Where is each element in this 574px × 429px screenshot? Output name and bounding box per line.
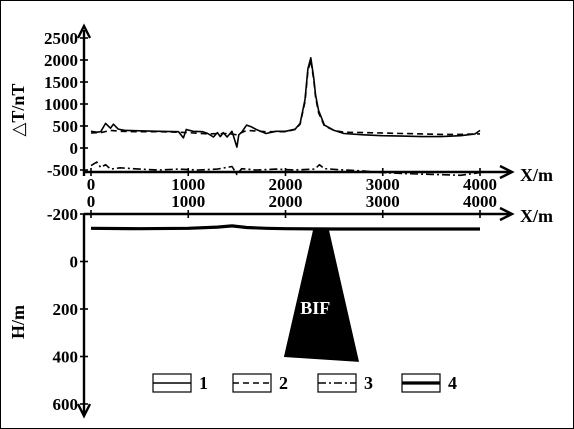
- bif-label: BIF: [300, 298, 330, 318]
- series-1-line: [90, 56, 481, 148]
- top-y-tick-label: -500: [47, 161, 78, 180]
- top-y-axis-title: △T/nT: [8, 84, 28, 137]
- bottom-x-tick-label: 0: [87, 192, 96, 211]
- bottom-y-tick-label: 600: [53, 395, 79, 414]
- depth-section-plot: 0 1000 2000 3000 4000 X/m -200 0 200 400 600 H/m BIF: [8, 192, 553, 419]
- legend-label-1: 1: [199, 373, 208, 393]
- bottom-x-tick-label: 1000: [171, 192, 205, 211]
- top-y-axis-arrow: [76, 23, 92, 39]
- bottom-x-tick-label: 4000: [463, 192, 497, 211]
- bottom-x-axis-title: X/m: [520, 206, 553, 226]
- bottom-x-tick-label: 3000: [366, 192, 400, 211]
- bottom-y-tick-label: 200: [53, 300, 79, 319]
- bottom-x-tick-label: 2000: [269, 192, 303, 211]
- top-y-tick-label: 1000: [44, 95, 78, 114]
- legend-label-3: 3: [364, 373, 373, 393]
- bottom-y-tick-label: 400: [53, 348, 79, 367]
- top-x-axis-arrow: [499, 164, 515, 180]
- bottom-y-tick-label: -200: [47, 205, 78, 224]
- top-y-tick-label: 500: [53, 117, 79, 136]
- top-x-tick-label: 2000: [269, 175, 303, 194]
- legend-label-2: 2: [279, 373, 288, 393]
- magnetic-anomaly-plot: 2500 2000 1500 1000 500 0 -500 0 1000 2000 3000 400…: [8, 23, 553, 194]
- top-y-tick-label: 1500: [44, 73, 78, 92]
- bottom-y-axis-arrow: [76, 403, 92, 419]
- top-x-tick-label: 0: [87, 175, 96, 194]
- top-x-axis-title: X/m: [520, 165, 553, 185]
- top-y-tick-label: 0: [70, 139, 79, 158]
- top-x-tick-label: 3000: [366, 175, 400, 194]
- bottom-y-tick-label: 0: [70, 253, 79, 272]
- series-2-line: [90, 59, 481, 136]
- legend-label-4: 4: [448, 373, 457, 393]
- series-3-line: [90, 161, 481, 177]
- top-y-tick-label: 2000: [44, 51, 78, 70]
- legend: 1 2 3 4: [152, 373, 457, 393]
- bif-body: [283, 228, 360, 362]
- top-x-tick-label: 4000: [463, 175, 497, 194]
- bottom-y-axis-title: H/m: [8, 305, 28, 339]
- series-4-terrain-line: [90, 224, 480, 231]
- bottom-x-axis-arrow: [499, 206, 515, 222]
- top-x-tick-label: 1000: [171, 175, 205, 194]
- top-y-tick-label: 2500: [44, 29, 78, 48]
